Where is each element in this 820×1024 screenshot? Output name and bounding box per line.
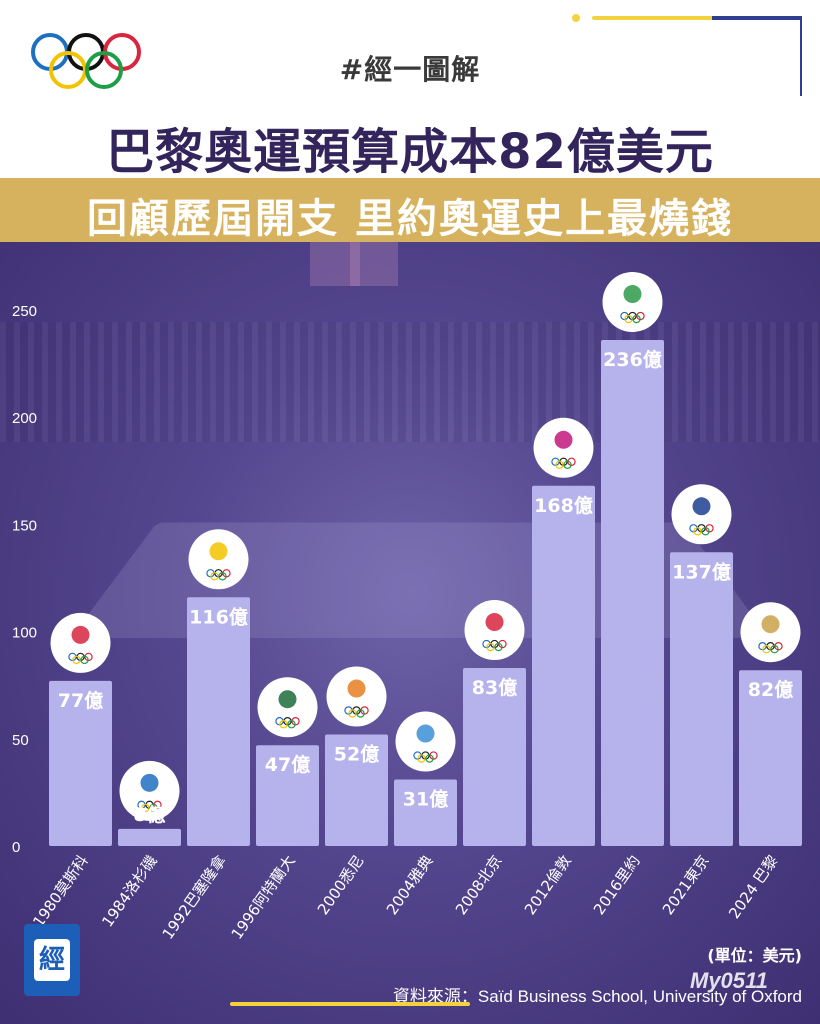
logo-emblem-icon [761, 615, 780, 634]
logo-emblem-icon [71, 625, 90, 644]
logo-ring-icon [72, 655, 81, 665]
arena-banner [350, 242, 398, 286]
bar-value-label: 31億 [403, 788, 448, 811]
logo-emblem-icon [554, 430, 573, 449]
bar [394, 779, 457, 846]
logo-ring-icon [563, 460, 572, 470]
y-tick-label: 100 [12, 625, 37, 642]
x-tick-label: 1992巴塞隆拿 [159, 852, 230, 943]
y-tick-label: 50 [12, 732, 29, 749]
y-tick-label: 250 [12, 303, 37, 320]
logo-emblem-icon [623, 285, 642, 304]
decor-line-top-blue [712, 16, 802, 20]
bar-value-label: 137億 [672, 560, 731, 583]
bar-value-label: 116億 [189, 605, 248, 628]
logo-ring-icon [632, 314, 641, 324]
chart-panel [0, 242, 820, 1024]
bar [532, 485, 595, 846]
bar [739, 670, 802, 846]
bar [325, 734, 388, 846]
logo-ring-icon [693, 527, 702, 536]
logo-ring-icon [624, 314, 633, 324]
bar [256, 745, 319, 846]
logo-emblem-icon [692, 497, 711, 516]
bar [601, 340, 664, 846]
bar-value-label: 77億 [58, 689, 103, 712]
bar-value-label: 52億 [334, 743, 379, 766]
page-subtitle: 回顧歷屆開支 里約奧運史上最燒錢 [87, 196, 733, 242]
logo-ring-icon [141, 803, 150, 813]
logo-ring-icon [494, 642, 503, 652]
y-tick-label: 0 [12, 839, 20, 856]
x-tick-label: 2016里約 [590, 852, 644, 918]
logo-ring-icon [555, 460, 564, 470]
bar [49, 680, 112, 846]
logo-emblem-icon [416, 724, 435, 743]
x-tick-label: 1980莫斯科 [29, 852, 91, 930]
logo-ring-icon [425, 754, 434, 763]
decor-dot [572, 14, 580, 22]
logo-ring-icon [149, 803, 158, 813]
decor-line-bottom [230, 1002, 470, 1006]
bar [118, 828, 181, 846]
logo-ring-icon [279, 720, 288, 729]
logo-ring-icon [762, 644, 771, 654]
bar [463, 668, 526, 846]
logo-emblem-icon [140, 773, 159, 792]
logo-emblem-icon [485, 613, 504, 632]
olympic-rings-logo [31, 33, 141, 89]
x-tick-label: 1996阿特蘭大 [228, 852, 299, 943]
x-tick-label: 2021東京 [659, 852, 713, 918]
watermark: My0511 [690, 968, 768, 993]
subtitle-band [0, 178, 820, 242]
badge-label: 經 [34, 939, 70, 981]
bar-value-label: 47億 [265, 753, 310, 776]
hket-badge: 經 [24, 924, 80, 996]
bar [187, 597, 250, 846]
logo-ring-icon [287, 720, 296, 729]
y-tick-label: 200 [12, 410, 37, 427]
x-tick-label: 2008北京 [452, 852, 506, 918]
bar [670, 552, 733, 846]
x-tick-label: 2012倫敦 [521, 852, 575, 918]
logo-ring-icon [348, 709, 357, 718]
x-tick-label: 2000悉尼 [314, 852, 368, 918]
logo-ring-icon [218, 572, 227, 581]
logo-ring-icon [417, 754, 426, 763]
x-tick-label: 2024 巴黎 [725, 852, 782, 922]
logo-emblem-icon [209, 542, 228, 561]
hashtag: #經一圖解 [339, 53, 481, 86]
decor-line-right [800, 16, 802, 96]
x-tick-label: 2004雅典 [383, 852, 437, 918]
logo-emblem-icon [278, 690, 297, 709]
logo-ring-icon [356, 709, 365, 718]
unit-note: (單位：美元) [707, 946, 802, 965]
logo-ring-icon [701, 527, 710, 536]
y-tick-label: 150 [12, 517, 37, 534]
decor-line-top [592, 16, 802, 20]
bar-value-label: 83億 [472, 676, 517, 699]
logo-ring-icon [80, 655, 89, 665]
x-tick-label: 1984洛杉磯 [98, 852, 160, 930]
arena-stands-background [0, 322, 820, 442]
logo-ring-icon [770, 644, 779, 654]
logo-ring-icon [486, 642, 495, 652]
bar-value-label: 82億 [748, 678, 793, 701]
source-note: 資料來源：Saïd Business School, University of… [392, 987, 802, 1006]
bar-value-label: 168億 [534, 494, 593, 517]
logo-ring-icon [210, 572, 219, 581]
page-title: 巴黎奧運預算成本82億美元 [106, 124, 714, 180]
bar-value-label: 236億 [603, 348, 662, 371]
bar-value-label: 8億 [133, 803, 165, 826]
arena-banner [310, 242, 360, 286]
logo-emblem-icon [347, 679, 366, 698]
